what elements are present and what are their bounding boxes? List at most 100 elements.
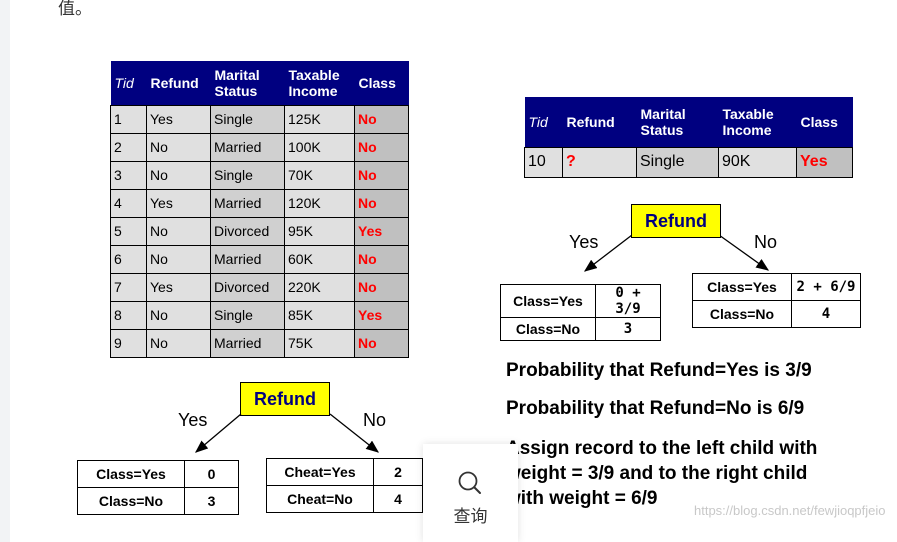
cell-class: Yes [354, 216, 409, 246]
cell-refund: No [146, 300, 211, 330]
cell-marital-status: Single [210, 160, 285, 190]
cell-taxable-income: 220K [284, 272, 355, 302]
cell-marital-status: Single [210, 104, 285, 134]
cell-tid: 6 [110, 244, 147, 274]
count-label: Cheat=Yes [266, 458, 374, 486]
cell-class: Yes [354, 300, 409, 330]
cell-tid: 7 [110, 272, 147, 302]
count-value: 3 [595, 317, 661, 341]
table-row: 6 No Married 60K No [110, 244, 409, 274]
table-row: 3 No Single 70K No [110, 160, 409, 190]
cell-marital-status: Married [210, 188, 285, 218]
cell-tid: 2 [110, 132, 147, 162]
count-value: 3 [184, 487, 239, 515]
left-tree-no-label: No [363, 410, 387, 430]
count-value: 4 [373, 485, 423, 513]
table-row: 1 Yes Single 125K No [110, 104, 409, 134]
cell-taxable-income: 75K [284, 328, 355, 358]
cell-refund: No [146, 132, 211, 162]
cell-marital-status: Divorced [210, 216, 285, 246]
count-label: Class=Yes [500, 284, 596, 318]
left-tree-refund-node: Refund [240, 382, 330, 416]
cell-refund: Yes [146, 104, 211, 134]
cell-marital-status: Divorced [210, 272, 285, 302]
table-row: 8 No Single 85K Yes [110, 300, 409, 330]
cell-tid: 5 [110, 216, 147, 246]
cell-class: No [354, 160, 409, 190]
right-tree-right-count-box: Class=Yes 2 + 6/9 Class=No 4 [692, 273, 861, 328]
query-label[interactable]: 查询 [453, 507, 488, 527]
cell-refund: No [146, 244, 211, 274]
left-tree-left-count-box: Class=Yes 0 Class=No 3 [77, 460, 239, 515]
count-label: Class=No [77, 487, 185, 515]
cell-class: No [354, 104, 409, 134]
cell-tid: 4 [110, 188, 147, 218]
cell-refund: No [146, 216, 211, 246]
cell-marital-status: Married [210, 328, 285, 358]
training-table-body: 1 Yes Single 125K No 2 No Married 100K No 3 No Singl… [110, 104, 409, 358]
col-header-taxable-income: Taxable Income [284, 61, 355, 105]
cell-taxable-income: 60K [284, 244, 355, 274]
query-panel[interactable]: 查询 [423, 444, 518, 542]
cell-refund: ? [562, 146, 637, 178]
test-record-row: 10 ? Single 90K Yes [524, 146, 853, 178]
cell-class: No [354, 188, 409, 218]
table-row: 9 No Married 75K No [110, 328, 409, 358]
cell-taxable-income: 100K [284, 132, 355, 162]
cell-tid: 3 [110, 160, 147, 190]
count-label: Class=Yes [692, 273, 792, 301]
col-header-refund: Refund [146, 61, 211, 105]
right-tree-yes-label: Yes [569, 232, 599, 252]
cell-marital-status: Married [210, 244, 285, 274]
prob-refund-yes-text: Probability that Refund=Yes is 3/9 [506, 360, 812, 381]
col-header-class: Class [354, 61, 409, 105]
cell-taxable-income: 90K [718, 146, 797, 178]
cell-marital-status: Married [210, 132, 285, 162]
table-row: 5 No Divorced 95K Yes [110, 216, 409, 246]
cell-tid: 10 [524, 146, 563, 178]
cell-class: No [354, 244, 409, 274]
count-label: Class=No [500, 317, 596, 341]
cell-tid: 1 [110, 104, 147, 134]
col-header-tid: Tid [524, 97, 563, 147]
cell-taxable-income: 95K [284, 216, 355, 246]
table-row: 2 No Married 100K No [110, 132, 409, 162]
col-header-tid: Tid [110, 61, 147, 105]
assign-text-line-2: weight = 3/9 and to the right child [506, 463, 808, 484]
cell-marital-status: Single [636, 146, 719, 178]
cell-refund: No [146, 328, 211, 358]
cell-class: No [354, 328, 409, 358]
cell-refund: No [146, 160, 211, 190]
assign-text-line-3: with weight = 6/9 [506, 488, 658, 509]
col-header-marital-status: Marital Status [210, 61, 285, 105]
training-data-table: Tid Refund Marital Status Taxable Income… [110, 61, 409, 358]
page-left-gutter [0, 0, 10, 542]
right-tree-left-count-box: Class=Yes 0 + 3/9 Class=No 3 [500, 284, 661, 341]
count-value: 0 [184, 460, 239, 488]
count-label: Class=No [692, 300, 792, 328]
cell-taxable-income: 70K [284, 160, 355, 190]
prob-refund-no-text: Probability that Refund=No is 6/9 [506, 398, 805, 419]
cell-tid: 9 [110, 328, 147, 358]
cell-taxable-income: 125K [284, 104, 355, 134]
count-value: 2 [373, 458, 423, 486]
cell-class: No [354, 272, 409, 302]
cell-taxable-income: 120K [284, 188, 355, 218]
count-label: Class=Yes [77, 460, 185, 488]
count-value: 0 + 3/9 [595, 284, 661, 318]
count-label: Cheat=No [266, 485, 374, 513]
count-value: 2 + 6/9 [791, 273, 861, 301]
cell-class: Yes [796, 146, 853, 178]
cell-taxable-income: 85K [284, 300, 355, 330]
col-header-class: Class [796, 97, 853, 147]
table-row: 7 Yes Divorced 220K No [110, 272, 409, 302]
table-row: 4 Yes Married 120K No [110, 188, 409, 218]
article-text-fragment: 值。 [58, 0, 92, 19]
col-header-taxable-income: Taxable Income [718, 97, 797, 147]
left-tree-yes-label: Yes [178, 410, 208, 430]
count-value: 4 [791, 300, 861, 328]
test-record-table: Tid Refund Marital Status Taxable Income… [524, 97, 853, 178]
cell-marital-status: Single [210, 300, 285, 330]
col-header-refund: Refund [562, 97, 637, 147]
search-icon[interactable] [457, 470, 483, 501]
